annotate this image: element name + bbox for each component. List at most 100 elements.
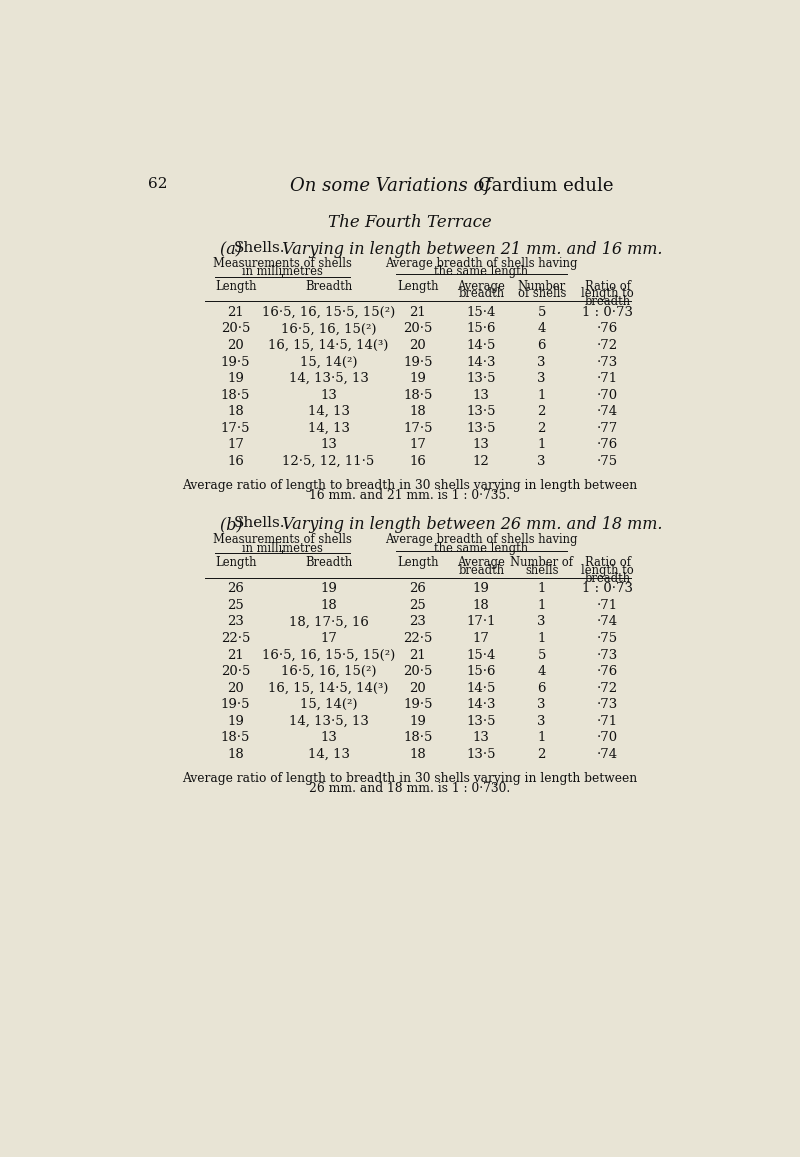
Text: 13·5: 13·5 (466, 373, 496, 385)
Text: 19·5: 19·5 (221, 355, 250, 369)
Text: Varying in length between 21 mm. and 16 mm.: Varying in length between 21 mm. and 16 … (272, 242, 662, 258)
Text: 15, 14(²): 15, 14(²) (300, 698, 358, 712)
Text: 14·3: 14·3 (466, 355, 496, 369)
Text: Average breadth of shells having: Average breadth of shells having (385, 533, 578, 546)
Text: 2: 2 (538, 747, 546, 761)
Text: 20: 20 (227, 339, 244, 352)
Text: Length: Length (397, 280, 438, 293)
Text: 16·5, 16, 15(²): 16·5, 16, 15(²) (281, 665, 376, 678)
Text: 19: 19 (227, 373, 244, 385)
Text: 18·5: 18·5 (221, 389, 250, 401)
Text: 16, 15, 14·5, 14(³): 16, 15, 14·5, 14(³) (269, 681, 389, 694)
Text: ·74: ·74 (597, 747, 618, 761)
Text: 15·4: 15·4 (466, 649, 496, 662)
Text: ·76: ·76 (597, 323, 618, 336)
Text: Shells.: Shells. (234, 242, 285, 256)
Text: 21: 21 (227, 305, 244, 319)
Text: Measurements of shells: Measurements of shells (213, 533, 351, 546)
Text: Average: Average (458, 557, 506, 569)
Text: 62: 62 (148, 177, 167, 191)
Text: 18, 17·5, 16: 18, 17·5, 16 (289, 616, 369, 628)
Text: 12·5, 12, 11·5: 12·5, 12, 11·5 (282, 455, 374, 467)
Text: Length: Length (215, 280, 256, 293)
Text: 1: 1 (538, 582, 546, 596)
Text: breadth: breadth (458, 287, 504, 301)
Text: ·74: ·74 (597, 405, 618, 419)
Text: ·76: ·76 (597, 439, 618, 451)
Text: breadth: breadth (458, 563, 504, 577)
Text: ·71: ·71 (597, 599, 618, 612)
Text: 23: 23 (410, 616, 426, 628)
Text: shells: shells (525, 563, 558, 577)
Text: 3: 3 (538, 715, 546, 728)
Text: Ratio of: Ratio of (585, 280, 630, 293)
Text: ·74: ·74 (597, 616, 618, 628)
Text: length to: length to (582, 563, 634, 577)
Text: 17: 17 (227, 439, 244, 451)
Text: 1: 1 (538, 389, 546, 401)
Text: 13: 13 (473, 439, 490, 451)
Text: 13·5: 13·5 (466, 715, 496, 728)
Text: 1: 1 (538, 439, 546, 451)
Text: 3: 3 (538, 698, 546, 712)
Text: 2: 2 (538, 405, 546, 419)
Text: 19: 19 (320, 582, 337, 596)
Text: 1 : 0·73: 1 : 0·73 (582, 305, 633, 319)
Text: Cardium edule: Cardium edule (478, 177, 614, 196)
Text: 14, 13·5, 13: 14, 13·5, 13 (289, 715, 369, 728)
Text: 22·5: 22·5 (403, 632, 433, 644)
Text: 20: 20 (410, 681, 426, 694)
Text: 13: 13 (473, 389, 490, 401)
Text: 20·5: 20·5 (403, 665, 433, 678)
Text: ·77: ·77 (597, 422, 618, 435)
Text: 5: 5 (538, 649, 546, 662)
Text: 16 mm. and 21 mm. is 1 : 0·735.: 16 mm. and 21 mm. is 1 : 0·735. (310, 489, 510, 502)
Text: 20·5: 20·5 (403, 323, 433, 336)
Text: 17·5: 17·5 (403, 422, 433, 435)
Text: ·72: ·72 (597, 339, 618, 352)
Text: 18·5: 18·5 (403, 731, 433, 744)
Text: 1 : 0·73: 1 : 0·73 (582, 582, 633, 596)
Text: 18: 18 (227, 747, 244, 761)
Text: Length: Length (215, 557, 256, 569)
Text: 18·5: 18·5 (403, 389, 433, 401)
Text: ·73: ·73 (597, 698, 618, 712)
Text: Breadth: Breadth (305, 557, 352, 569)
Text: 12: 12 (473, 455, 490, 467)
Text: 14·3: 14·3 (466, 698, 496, 712)
Text: Average ratio of length to breadth in 30 shells varying in length between: Average ratio of length to breadth in 30… (182, 479, 638, 492)
Text: 22·5: 22·5 (221, 632, 250, 644)
Text: 16·5, 16, 15(²): 16·5, 16, 15(²) (281, 323, 376, 336)
Text: 26 mm. and 18 mm. is 1 : 0·730.: 26 mm. and 18 mm. is 1 : 0·730. (310, 782, 510, 795)
Text: Shells.: Shells. (234, 516, 285, 530)
Text: 13·5: 13·5 (466, 405, 496, 419)
Text: 15·4: 15·4 (466, 305, 496, 319)
Text: the same length: the same length (434, 265, 528, 278)
Text: ·70: ·70 (597, 731, 618, 744)
Text: 13: 13 (473, 731, 490, 744)
Text: ·73: ·73 (597, 355, 618, 369)
Text: 4: 4 (538, 323, 546, 336)
Text: Varying in length between 26 mm. and 18 mm.: Varying in length between 26 mm. and 18 … (272, 516, 662, 533)
Text: Measurements of shells: Measurements of shells (213, 257, 351, 270)
Text: 21: 21 (227, 649, 244, 662)
Text: length to: length to (582, 287, 634, 301)
Text: in millimetres: in millimetres (242, 541, 322, 554)
Text: 14·5: 14·5 (466, 681, 496, 694)
Text: 20: 20 (227, 681, 244, 694)
Text: the same length: the same length (434, 541, 528, 554)
Text: 26: 26 (227, 582, 244, 596)
Text: 19: 19 (473, 582, 490, 596)
Text: 19: 19 (410, 373, 426, 385)
Text: 3: 3 (538, 455, 546, 467)
Text: 16·5, 16, 15·5, 15(²): 16·5, 16, 15·5, 15(²) (262, 649, 395, 662)
Text: 16·5, 16, 15·5, 15(²): 16·5, 16, 15·5, 15(²) (262, 305, 395, 319)
Text: breadth: breadth (585, 572, 630, 584)
Text: 6: 6 (538, 339, 546, 352)
Text: 21: 21 (410, 305, 426, 319)
Text: 5: 5 (538, 305, 546, 319)
Text: ·70: ·70 (597, 389, 618, 401)
Text: ·72: ·72 (597, 681, 618, 694)
Text: ·71: ·71 (597, 373, 618, 385)
Text: 19·5: 19·5 (403, 698, 433, 712)
